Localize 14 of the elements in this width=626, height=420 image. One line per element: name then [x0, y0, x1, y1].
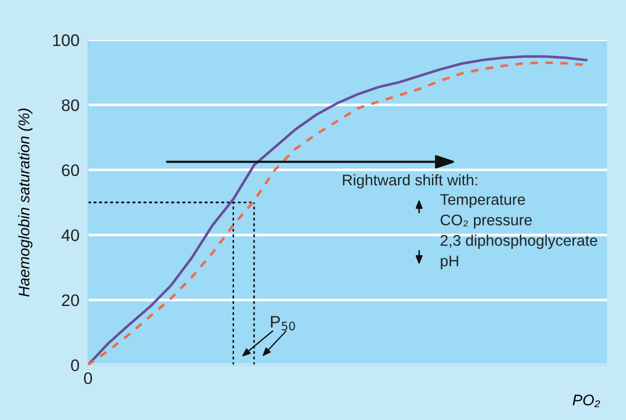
- y-tick-label: 80: [62, 99, 80, 112]
- y-tick-label: 40: [62, 229, 80, 242]
- x-axis-title: PO₂: [572, 394, 600, 408]
- annotation: 2,3 diphosphoglycerate: [440, 234, 598, 249]
- y-tick-label: 0: [71, 359, 80, 372]
- annotation: Rightward shift with:: [343, 174, 478, 188]
- y-tick-label: 20: [62, 294, 80, 306]
- y-tick-label: 60: [62, 164, 80, 176]
- annotation: P$_{50}$: [271, 316, 295, 330]
- y-axis-title: Haemoglobin saturation (%): [18, 108, 32, 297]
- annotation: CO₂ pressure: [440, 214, 532, 228]
- annotation: Temperature: [440, 194, 525, 208]
- annotation: pH: [440, 256, 458, 270]
- y-tick-label: 100: [53, 34, 80, 46]
